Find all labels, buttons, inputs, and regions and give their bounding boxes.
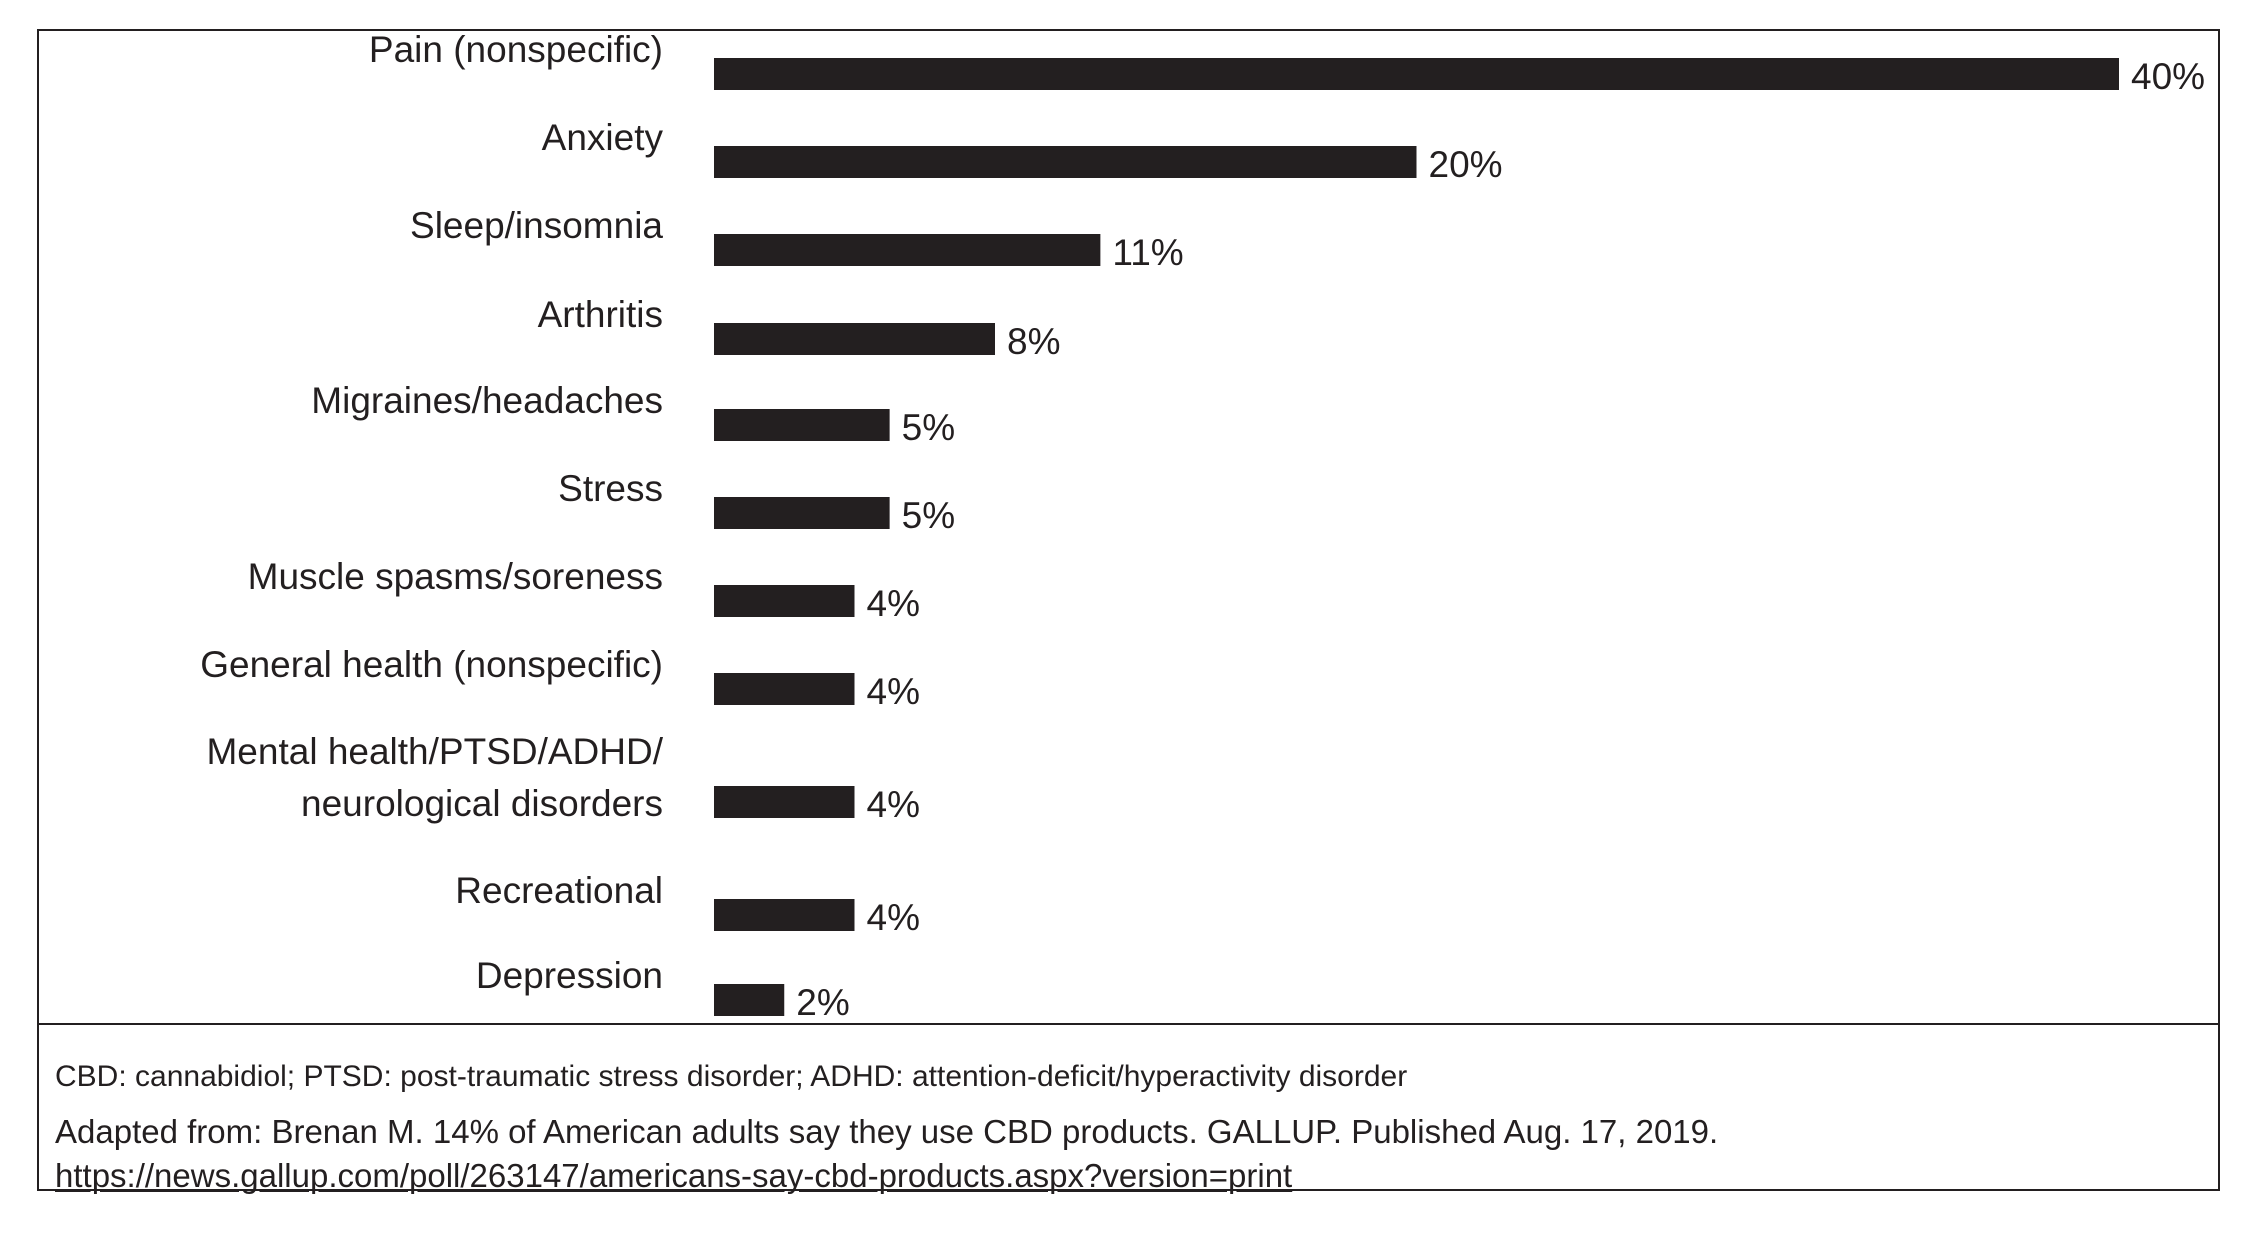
- source-citation: Adapted from: Brenan M. 14% of American …: [55, 1110, 2205, 1198]
- data-label: 4%: [867, 897, 920, 938]
- bar-6: [714, 497, 890, 529]
- bar-1: [714, 58, 2119, 90]
- bar-9: [714, 786, 855, 818]
- data-label: 40%: [2131, 56, 2205, 97]
- bar-4: [714, 323, 995, 355]
- data-label: 4%: [867, 583, 920, 624]
- category-label: Recreational: [455, 870, 663, 911]
- category-label: Stress: [558, 468, 663, 509]
- bar-8: [714, 673, 855, 705]
- bar-5: [714, 409, 890, 441]
- bar-10: [714, 899, 855, 931]
- category-label: Migraines/headaches: [311, 380, 663, 421]
- data-label: 20%: [1429, 144, 1503, 185]
- data-label: 11%: [1112, 232, 1183, 273]
- data-label: 5%: [902, 407, 955, 448]
- data-label: 2%: [796, 982, 849, 1023]
- category-label: General health (nonspecific): [200, 644, 663, 685]
- category-label: Sleep/insomnia: [410, 205, 663, 246]
- source-text: Adapted from: Brenan M. 14% of American …: [55, 1113, 1719, 1150]
- category-label: Muscle spasms/soreness: [248, 556, 663, 597]
- bar-7: [714, 585, 855, 617]
- data-label: 4%: [867, 784, 920, 825]
- bar-3: [714, 234, 1101, 266]
- category-label: Mental health/PTSD/ADHD/neurological dis…: [206, 731, 663, 824]
- chart-frame: Pain (nonspecific) 40% Anxiety 20% Sleep/ins…: [37, 29, 2220, 1194]
- bars-group: Pain (nonspecific) 40% Anxiety 20% Sleep/ins…: [200, 31, 2205, 1023]
- abbreviations-note: CBD: cannabidiol; PTSD: post-traumatic s…: [55, 1060, 1408, 1093]
- category-label: Arthritis: [538, 294, 663, 335]
- category-label: Pain (nonspecific): [369, 31, 663, 70]
- bar-2: [714, 146, 1417, 178]
- bar-chart: Pain (nonspecific) 40% Anxiety 20% Sleep/ins…: [39, 31, 2218, 1023]
- category-label: Depression: [476, 955, 663, 996]
- bar-chart-svg: Pain (nonspecific) 40% Anxiety 20% Sleep/ins…: [200, 31, 2205, 1023]
- source-link[interactable]: https://news.gallup.com/poll/263147/amer…: [55, 1157, 1293, 1194]
- footnote-divider: [39, 1023, 2218, 1025]
- data-label: 4%: [867, 671, 920, 712]
- category-label: Anxiety: [542, 117, 664, 158]
- data-label: 8%: [1007, 321, 1060, 362]
- bar-11: [714, 984, 785, 1016]
- data-label: 5%: [902, 495, 955, 536]
